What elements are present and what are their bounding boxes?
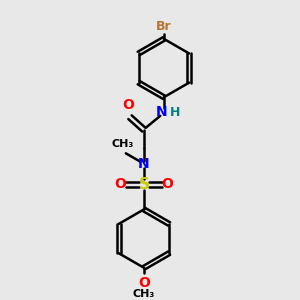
Text: O: O: [122, 98, 134, 112]
Text: CH₃: CH₃: [111, 139, 134, 149]
Text: Br: Br: [156, 20, 172, 33]
Text: S: S: [138, 177, 149, 192]
Text: O: O: [138, 275, 150, 290]
Text: CH₃: CH₃: [133, 289, 155, 298]
Text: H: H: [170, 106, 181, 119]
Text: O: O: [161, 177, 173, 191]
Text: O: O: [115, 177, 127, 191]
Text: N: N: [156, 106, 167, 119]
Text: N: N: [138, 158, 150, 171]
